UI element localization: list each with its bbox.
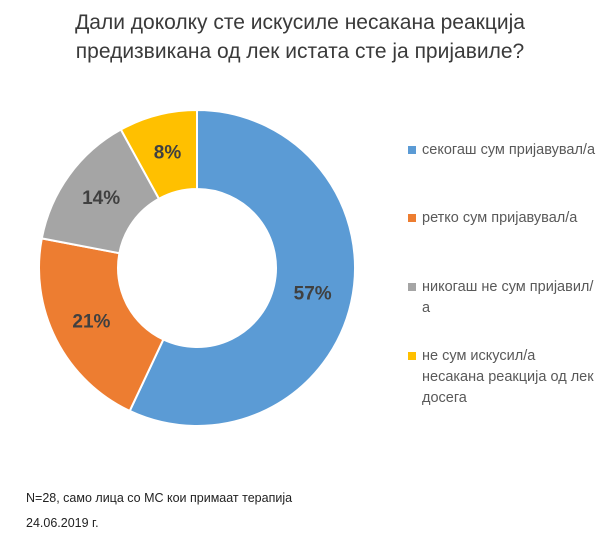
chart-title: Дали доколку сте искусиле несакана реакц… [0, 8, 600, 66]
data-label-rarely: 21% [72, 311, 110, 332]
legend-swatch-rarely [408, 214, 416, 222]
legend-item-rarely: ретко сум пријавувал/а [408, 208, 598, 229]
footnotes: N=28, само лица со МС кои примаат терапи… [26, 486, 292, 536]
sample-note: N=28, само лица со МС кои примаат терапи… [26, 491, 293, 505]
legend-item-never: никогаш не сум пријавил/а [408, 277, 598, 319]
legend-label-always: секогаш сум пријавувал/а [422, 142, 596, 158]
legend-swatch-never [408, 283, 416, 291]
donut-slice-not-experienced [119, 108, 198, 201]
legend-item-always: секогаш сум пријавувал/а [408, 140, 598, 161]
donut-slice-always [128, 108, 356, 427]
data-label-never: 14% [82, 188, 120, 209]
legend-label-never: никогаш не сум пријавил/а [422, 279, 594, 316]
legend-swatch-not-experienced [408, 352, 416, 360]
data-label-not-experienced: 8% [154, 143, 182, 164]
date-note: 24.06.2019 г. [26, 516, 99, 530]
donut-slice-rarely [38, 237, 165, 413]
chart-title-line-1: Дали доколку сте искусиле несакана реакц… [75, 11, 525, 34]
legend-label-rarely: ретко сум пријавувал/а [422, 210, 578, 226]
legend-item-not-experienced: не сум искусил/а несакана реакција од ле… [408, 346, 598, 409]
data-label-always: 57% [294, 283, 332, 304]
chart-title-line-2: предизвикана од лек истата сте ја пријав… [75, 40, 525, 63]
legend-swatch-always [408, 146, 416, 154]
legend-label-not-experienced: не сум искусил/а несакана реакција од ле… [422, 348, 594, 406]
